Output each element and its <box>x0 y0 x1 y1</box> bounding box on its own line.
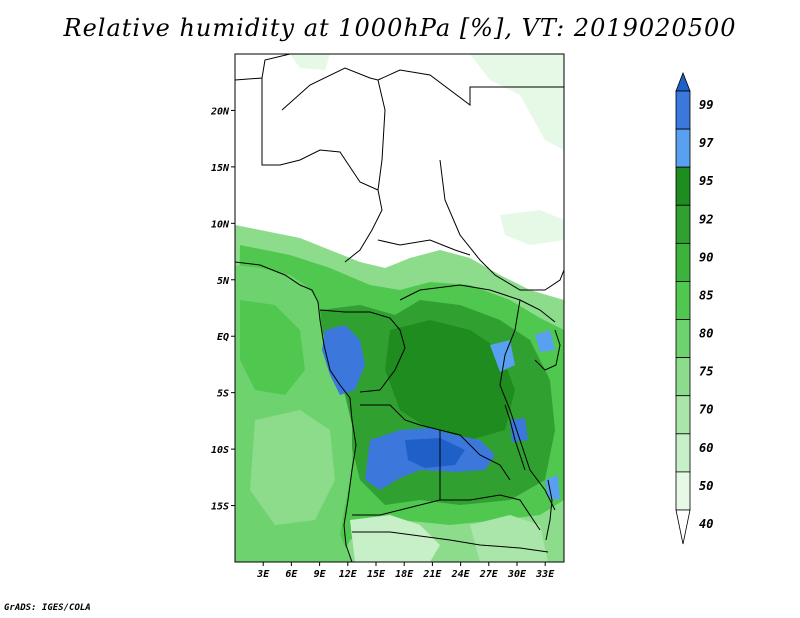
lon-tick-label: 9E <box>314 569 327 580</box>
lat-tick-label: 15S <box>211 502 229 513</box>
colorbar-label: 40 <box>699 517 713 531</box>
border-line <box>499 299 556 511</box>
border-line <box>352 430 441 516</box>
southern-dry-patch <box>470 515 548 562</box>
border-line <box>261 78 383 263</box>
border-line <box>440 494 541 531</box>
colorbar-segment <box>675 433 691 473</box>
colorbar-label: 99 <box>699 98 713 112</box>
lon-tick-label: 3E <box>256 569 270 580</box>
colorbar: 99 97 95 92 90 85 80 75 70 60 50 40 <box>675 71 714 545</box>
colorbar-segment <box>675 395 691 435</box>
lat-tick-label: 5S <box>217 389 229 400</box>
saturation-patch <box>405 438 465 468</box>
longitude-axis: 3E 6E 9E 12E 15E 18E 21E 24E 27E 30E 33E <box>256 562 555 580</box>
lon-tick-label: 15E <box>367 569 386 580</box>
border-line <box>534 329 561 371</box>
lat-tick-label: 10S <box>211 445 229 456</box>
colorbar-segment <box>675 128 691 168</box>
colorbar-label: 70 <box>699 403 713 417</box>
border-line <box>377 69 564 106</box>
lat-tick-label: EQ <box>217 332 229 343</box>
lon-tick-label: 12E <box>339 569 358 580</box>
lake-tanganyika <box>504 404 526 471</box>
border-line <box>319 309 406 393</box>
lat-tick-label: 20N <box>210 106 230 117</box>
colorbar-segment <box>675 471 691 511</box>
lon-tick-label: 24E <box>451 569 471 580</box>
lon-tick-label: 6E <box>285 569 298 580</box>
ocean-dry-patch <box>250 410 335 525</box>
colorbar-label: 80 <box>699 327 713 341</box>
colorbar-label: 92 <box>699 212 713 226</box>
ocean-moist-patch <box>240 300 305 395</box>
credit-text: GrADS: IGES/COLA <box>4 603 91 613</box>
colorbar-label: 50 <box>699 479 713 493</box>
core-humid-land <box>385 320 515 440</box>
colorbar-label: 75 <box>699 365 713 379</box>
country-borders <box>235 54 564 562</box>
northern-faint-patch <box>500 210 564 245</box>
saturation-patch <box>322 325 365 395</box>
lon-tick-label: 33E <box>535 569 555 580</box>
lat-tick-label: 15N <box>211 163 230 174</box>
border-line <box>439 159 564 291</box>
latitude-axis: 20N 15N 10N 5N EQ 5S 10S 15S <box>210 106 235 513</box>
lat-tick-label: 5N <box>217 276 230 287</box>
lon-tick-label: 27E <box>479 569 499 580</box>
map-title: Relative humidity at 1000hPa [%], VT: 20… <box>63 14 737 42</box>
colorbar-top-arrow <box>675 71 691 92</box>
colorbar-label: 85 <box>699 288 713 302</box>
colorbar-segment <box>675 357 691 397</box>
southern-dry-patch <box>350 515 440 562</box>
plot-frame <box>234 53 565 563</box>
colorbar-bottom-arrow <box>675 509 691 545</box>
saturation-patch <box>490 340 515 372</box>
lon-tick-label: 18E <box>395 569 414 580</box>
northern-faint-patch <box>470 54 564 150</box>
border-line <box>399 284 556 323</box>
border-line <box>377 239 471 256</box>
colorbar-label: 95 <box>699 174 713 188</box>
lon-tick-label: 21E <box>422 569 442 580</box>
colorbar-label: 97 <box>699 136 714 150</box>
colorbar-segment <box>675 281 691 320</box>
lon-tick-label: 30E <box>507 569 527 580</box>
saturation-patch <box>535 330 555 352</box>
humidity-field <box>235 54 564 562</box>
lat-tick-label: 10N <box>211 219 230 230</box>
colorbar-label: 60 <box>699 441 713 455</box>
colorbar-segment <box>675 242 691 282</box>
border-line <box>352 531 549 553</box>
colorbar-segment <box>675 166 691 206</box>
northern-faint-patch <box>290 54 330 70</box>
colorbar-segment <box>675 319 691 359</box>
colorbar-label: 90 <box>699 250 713 264</box>
colorbar-segment <box>675 204 691 244</box>
coastline <box>235 261 357 562</box>
lake-malawi <box>545 479 553 541</box>
colorbar-segment <box>675 90 691 130</box>
border-line <box>281 67 386 191</box>
